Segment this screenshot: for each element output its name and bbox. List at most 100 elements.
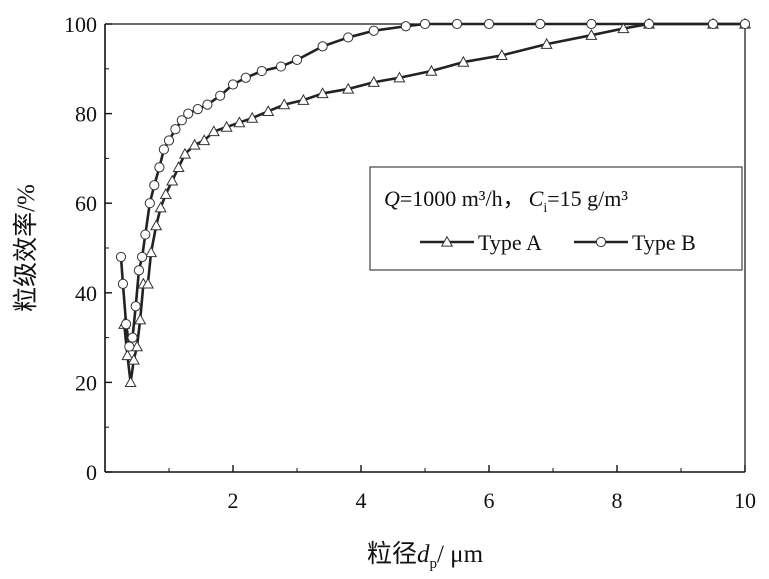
legend-c-sub: i [543, 201, 547, 216]
y-tick-label: 80 [75, 102, 97, 127]
data-point-type-b [117, 278, 129, 289]
data-point-type-a [617, 22, 630, 34]
y-tick-label: 100 [64, 12, 97, 37]
data-point-type-b [144, 198, 155, 209]
data-point-type-b [183, 108, 194, 119]
data-point-type-b [419, 18, 431, 30]
data-point-type-a [233, 116, 246, 128]
legend-entries: Type A Type B [420, 230, 696, 255]
data-point-type-b [176, 115, 187, 126]
data-point-type-b [127, 332, 138, 343]
data-point-type-a [154, 201, 167, 213]
legend-marker-type-a [440, 235, 454, 247]
data-point-type-a [425, 64, 438, 76]
data-point-type-b [170, 124, 181, 135]
data-point-type-a [278, 98, 291, 110]
legend-q-text: =1000 m³/h， [400, 186, 525, 211]
data-point-type-a [198, 134, 211, 146]
x-tick-label: 8 [612, 488, 623, 513]
data-point-type-a [145, 246, 158, 258]
legend-marker-type-b [595, 236, 607, 248]
data-point-type-a [393, 71, 406, 83]
data-point-type-a [246, 111, 259, 123]
y-tick-label: 0 [86, 460, 97, 485]
y-tick-label: 60 [75, 191, 97, 216]
data-point-type-b [451, 18, 463, 30]
data-point-type-b [275, 61, 287, 72]
data-point-type-a [342, 82, 355, 94]
x-tick-label: 6 [484, 488, 495, 513]
data-point-type-b [343, 32, 354, 43]
data-point-type-a [220, 120, 233, 132]
data-point-type-a [495, 49, 508, 61]
x-axis-title-var: d [417, 541, 430, 568]
data-point-type-b [115, 251, 127, 263]
data-point-type-b [202, 99, 213, 110]
data-point-type-b [483, 18, 495, 30]
data-point-type-b [192, 104, 203, 115]
legend-q-var: Q [384, 186, 400, 211]
legend-label-type-b: Type B [632, 230, 696, 255]
data-point-type-b [215, 90, 226, 101]
data-point-type-b [163, 135, 175, 146]
data-point-type-a [207, 125, 220, 137]
legend-c-text: =15 g/m³ [547, 186, 628, 211]
data-point-type-b [154, 162, 165, 173]
data-point-type-b [240, 72, 251, 83]
data-point-type-b [317, 41, 328, 52]
data-point-type-a [121, 349, 134, 361]
data-point-type-b [227, 79, 239, 90]
x-axis-title-sub: p [429, 556, 437, 572]
ticks [105, 23, 746, 473]
data-point-type-b [124, 341, 135, 352]
data-point-type-b [739, 18, 751, 30]
legend: Q=1000 m³/h， Ci=15 g/m³ Type A Type B [369, 166, 743, 271]
data-point-type-a [166, 174, 179, 186]
data-point-type-b [291, 54, 303, 65]
x-tick-label: 4 [356, 488, 367, 513]
x-tick-label: 10 [734, 488, 756, 513]
x-axis-title: 粒径dp/ μm [367, 540, 484, 572]
data-point-type-b [133, 265, 145, 276]
y-tick-label: 40 [75, 281, 97, 306]
data-point-type-a [367, 76, 380, 87]
y-axis-title: 粒级效率/% [12, 184, 40, 312]
data-point-type-a [188, 138, 201, 150]
data-point-type-a [585, 28, 598, 40]
x-axis-title-unit: / μm [437, 541, 484, 568]
data-point-type-a [540, 37, 553, 49]
data-point-type-b [586, 18, 597, 30]
data-point-type-a [134, 313, 147, 325]
series-markers-type-b [115, 18, 751, 352]
data-point-type-a [150, 219, 163, 231]
data-point-type-b [149, 180, 160, 191]
data-point-type-a [130, 340, 144, 352]
data-point-type-b [130, 301, 141, 312]
data-point-type-a [457, 55, 470, 67]
legend-box [369, 166, 743, 271]
data-point-type-b [140, 229, 151, 240]
data-point-type-b [137, 251, 148, 263]
series-markers [115, 17, 752, 388]
data-point-type-a [178, 147, 192, 159]
data-point-type-a [297, 93, 310, 105]
legend-c-var: C [529, 186, 544, 211]
data-point-type-a [127, 353, 140, 365]
data-point-type-b [535, 18, 546, 30]
series-markers-type-a [118, 17, 752, 388]
data-point-type-a [262, 105, 275, 117]
data-point-type-a [159, 188, 172, 199]
data-point-type-a [316, 87, 329, 99]
legend-conditions: Q=1000 m³/h， Ci=15 g/m³ [384, 186, 628, 216]
data-point-type-a [172, 161, 185, 173]
legend-label-type-a: Type A [478, 230, 542, 255]
x-axis-title-main: 粒径 [367, 540, 417, 568]
data-point-type-b [368, 25, 379, 36]
data-point-type-b [643, 18, 655, 30]
data-point-type-a [141, 277, 154, 289]
data-point-type-a [124, 376, 137, 388]
data-point-type-b [158, 144, 169, 155]
y-tick-label: 20 [75, 370, 97, 395]
